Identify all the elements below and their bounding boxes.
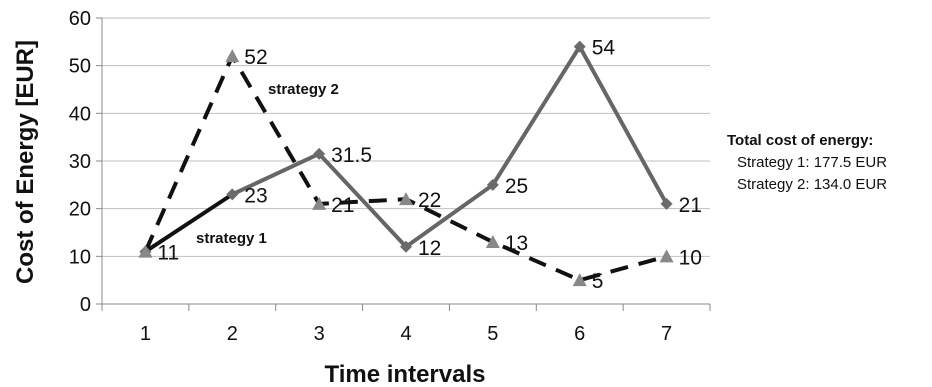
data-label-strategy-2: 5 <box>592 270 604 293</box>
marker-strategy-2-point <box>312 196 327 210</box>
x-tick-label: 4 <box>400 323 411 345</box>
series-line-strategy-1 <box>231 44 669 249</box>
x-tick-label: 1 <box>140 323 151 345</box>
data-label-strategy-1: 25 <box>505 175 528 198</box>
data-label-strategy-1: 11 <box>157 242 179 265</box>
marker-strategy-1-point <box>486 178 499 191</box>
y-tick-label: 60 <box>69 8 91 30</box>
series-label-strategy-2: strategy 2 <box>268 81 339 98</box>
marker-strategy-2-point <box>225 49 240 63</box>
marker-strategy-2-point <box>485 235 500 249</box>
marker-strategy-2-point <box>659 249 674 263</box>
total-cost-title: Total cost of energy: <box>727 132 873 149</box>
data-label-strategy-2: 52 <box>244 46 267 69</box>
series-label-strategy-1: strategy 1 <box>196 230 267 247</box>
y-axis-title: Cost of Energy [EUR] <box>12 40 39 284</box>
data-label-strategy-1: 12 <box>418 237 441 260</box>
marker-strategy-2-point <box>572 273 587 287</box>
marker-strategy-1-point <box>660 197 673 210</box>
x-axis-title: Time intervals <box>325 361 486 387</box>
marker-strategy-2-point <box>399 192 413 206</box>
markers <box>138 40 674 287</box>
y-tick-label: 40 <box>69 103 91 125</box>
marker-strategy-1-point <box>226 188 239 201</box>
data-label-strategy-1: 54 <box>592 37 616 60</box>
marker-strategy-1-point <box>573 40 586 53</box>
data-label-strategy-2: 21 <box>331 194 354 217</box>
y-tick-label: 50 <box>69 56 91 78</box>
x-tick-label: 7 <box>661 323 672 345</box>
y-tick-label: 10 <box>69 246 91 268</box>
x-tick-label: 2 <box>227 323 238 345</box>
total-cost-strategy-1: Strategy 1: 177.5 EUR <box>737 154 887 171</box>
total-cost-strategy-2: Strategy 2: 134.0 EUR <box>737 176 887 193</box>
series-strategy-1 <box>143 44 669 254</box>
axes <box>96 17 711 311</box>
marker-strategy-1-point <box>313 147 326 160</box>
data-label-strategy-1: 31.5 <box>331 144 372 167</box>
y-tick-labels: 0 10 20 30 40 50 60 <box>69 8 91 316</box>
grid-lines <box>102 17 710 257</box>
data-label-strategy-2: 13 <box>505 232 528 255</box>
data-label-strategy-1: 23 <box>244 184 267 207</box>
y-tick-label: 30 <box>69 151 91 173</box>
x-tick-label: 3 <box>314 323 325 345</box>
data-labels: 11 23 31.5 12 25 54 21 52 21 22 13 5 10 <box>157 37 702 294</box>
data-label-strategy-1: 21 <box>679 194 702 217</box>
marker-strategy-2-point <box>138 244 153 258</box>
y-tick-label: 20 <box>69 199 91 221</box>
x-tick-label: 6 <box>574 323 585 345</box>
data-label-strategy-2: 10 <box>679 246 702 269</box>
y-tick-label: 0 <box>80 294 91 316</box>
x-tick-label: 5 <box>487 323 498 345</box>
marker-strategy-1-point <box>400 240 412 253</box>
series-line-strategy-1-first-segment <box>143 192 235 254</box>
x-tick-labels: 1 2 3 4 5 6 7 <box>140 323 672 345</box>
data-label-strategy-2: 22 <box>418 189 441 212</box>
